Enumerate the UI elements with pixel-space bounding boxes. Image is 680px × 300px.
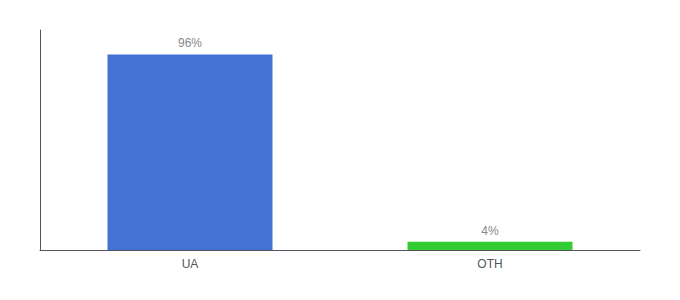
- svg-text:OTH: OTH: [477, 257, 502, 271]
- svg-text:4%: 4%: [481, 224, 499, 238]
- svg-text:96%: 96%: [178, 36, 202, 50]
- svg-text:UA: UA: [182, 257, 199, 271]
